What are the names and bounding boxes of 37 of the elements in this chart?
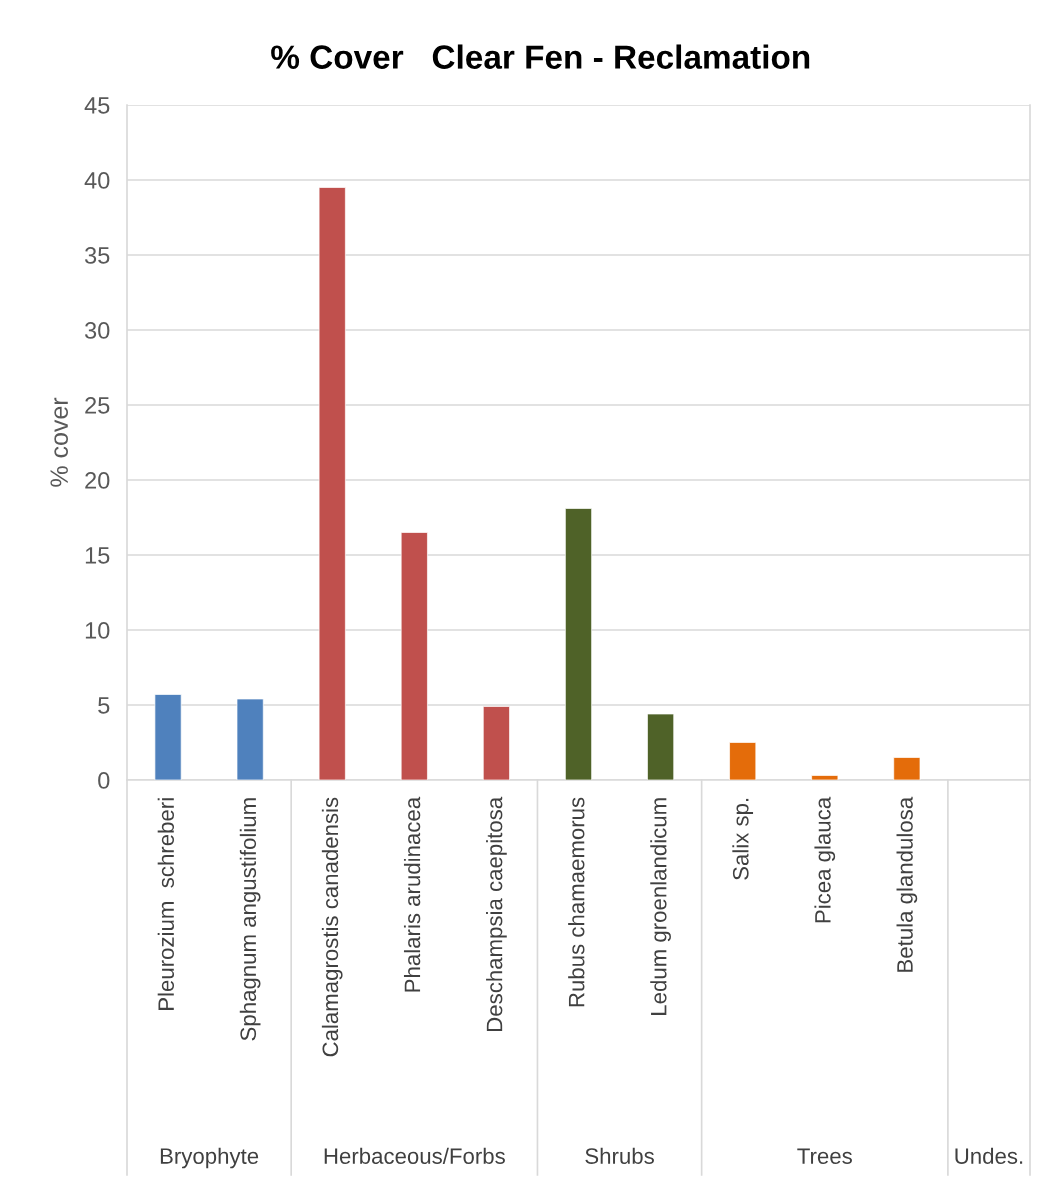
text: Trees xyxy=(797,1148,852,1164)
y-tick-label: 25 xyxy=(85,397,110,414)
bar xyxy=(400,532,428,780)
x-tick-label: Sphagnum angustifolium xyxy=(239,798,261,1041)
text: Bryophyte xyxy=(160,1147,259,1169)
x-tick-label: Phalaris arudinacea xyxy=(403,796,421,992)
x-tick-label: Deschampsia caepitosa xyxy=(486,796,507,1031)
bar xyxy=(565,508,592,780)
x-tick-label: Ledum groenlandicum xyxy=(650,798,671,1015)
bar xyxy=(893,757,921,780)
x-tick-label: Betula glandulosa xyxy=(896,796,918,972)
bar xyxy=(482,706,510,780)
bar xyxy=(236,698,264,780)
bar xyxy=(154,694,182,780)
bar xyxy=(811,775,839,780)
chart-title: % Cover Clear Fen - Reclamation xyxy=(271,44,810,69)
text: Herbaceous/Forbs xyxy=(324,1147,505,1164)
x-tick-label: Calamagrostis canadensis xyxy=(321,797,343,1057)
x-tick-label: Pleurozium schreberi xyxy=(157,798,175,1010)
y-tick-label: 0 xyxy=(98,772,110,789)
y-tick-label: 5 xyxy=(98,697,110,714)
x-tick-label: Picea glauca xyxy=(814,796,836,923)
y-axis-title: % cover xyxy=(50,397,69,487)
y-tick-label: 15 xyxy=(85,547,110,564)
y-tick-label: 20 xyxy=(85,472,110,489)
y-tick-label: 45 xyxy=(84,97,110,114)
y-tick-label: 10 xyxy=(85,622,110,639)
bar xyxy=(729,742,757,780)
bar xyxy=(318,187,346,780)
text: Undes. xyxy=(955,1147,1023,1164)
y-tick-label: 40 xyxy=(84,172,110,189)
y-tick-label: 30 xyxy=(84,322,110,339)
text: Shrubs xyxy=(585,1147,654,1164)
x-tick-label: Rubus chamaemorus xyxy=(568,797,585,1007)
x-tick-label: Salix sp. xyxy=(732,798,754,880)
bar xyxy=(647,713,675,780)
y-tick-label: 35 xyxy=(84,247,110,264)
